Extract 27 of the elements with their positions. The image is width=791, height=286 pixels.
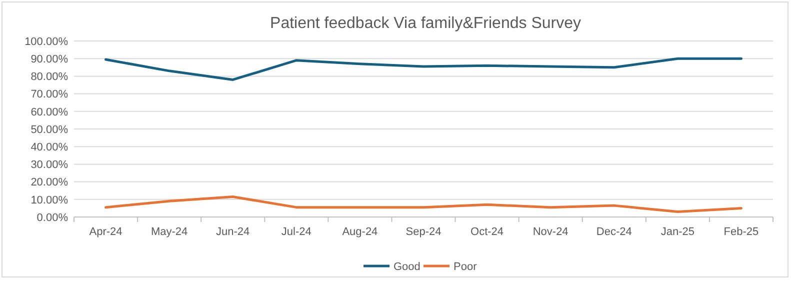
legend-label: Good xyxy=(394,260,420,273)
x-tick-label: Feb-25 xyxy=(724,226,759,238)
y-tick-label: 100.00% xyxy=(24,36,68,48)
x-tick-label: Dec-24 xyxy=(596,226,632,238)
y-tick-label: 60.00% xyxy=(30,106,68,118)
line-series xyxy=(104,196,742,213)
x-tick-label: Nov-24 xyxy=(532,226,568,238)
x-tick-label: Sep-24 xyxy=(406,226,442,238)
y-tick-label: 50.00% xyxy=(30,124,68,136)
y-tick-label: 70.00% xyxy=(30,88,68,101)
legend-label: Poor xyxy=(454,260,478,273)
line-series xyxy=(104,57,742,81)
y-tick-label: 10.00% xyxy=(30,194,68,206)
y-tick-label: 30.00% xyxy=(30,159,68,172)
x-tick-label: May-24 xyxy=(150,226,188,238)
x-tick-label: Apr-24 xyxy=(89,226,122,238)
y-tick-label: 0.00% xyxy=(36,212,68,224)
y-tick-label: 80.00% xyxy=(30,71,68,84)
y-tick-label: 20.00% xyxy=(30,176,68,189)
y-tick-label: 40.00% xyxy=(30,141,68,154)
chart-title: Patient feedback Via family&Friends Survey xyxy=(270,15,581,32)
y-tick-label: 90.00% xyxy=(30,53,68,66)
x-tick-label: Jan-25 xyxy=(660,226,694,238)
x-tick-label: Jun-24 xyxy=(216,226,250,238)
x-tick-label: Aug-24 xyxy=(342,226,378,238)
x-tick-label: Jul-24 xyxy=(281,226,312,238)
x-tick-label: Oct-24 xyxy=(470,226,504,238)
